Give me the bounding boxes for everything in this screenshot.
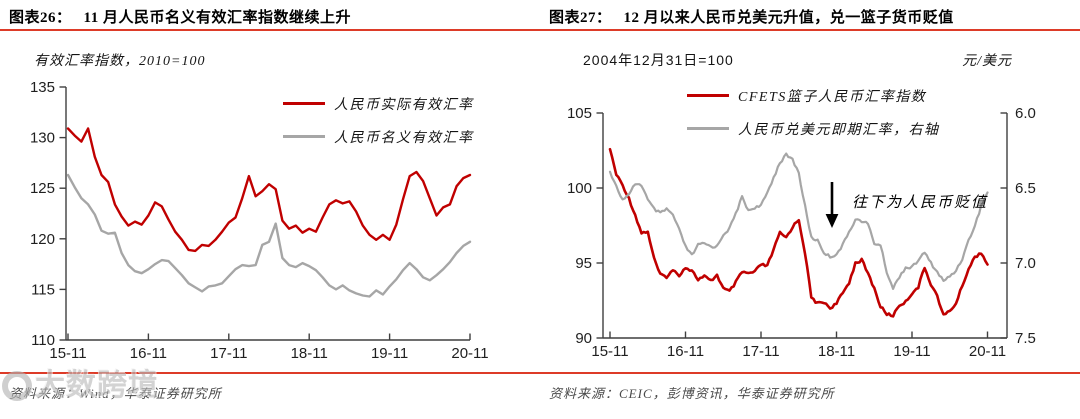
- legend-label-neer: 人民币名义有效汇率: [334, 130, 474, 146]
- figure27-line-chart: 105 100 95 90 6.0 6.5 7.0 7.5 15-11 16-11 17-11 18-…: [567, 105, 1036, 360]
- y-tick-label: 135: [30, 79, 55, 96]
- right-y-tick-label: 6.5: [1015, 180, 1036, 197]
- y-tick-label: 125: [30, 180, 55, 197]
- y-tick-label: 115: [31, 281, 55, 298]
- footer-rule: [0, 372, 540, 374]
- figure27-title-text: 12 月以来人民币兑美元升值，兑一篮子货币贬值: [623, 10, 954, 26]
- left-y-tick-label: 100: [567, 180, 592, 197]
- x-tick-label: 16-11: [130, 345, 167, 362]
- x-tick-label: 20-11: [969, 343, 1006, 360]
- gray-line-swatch-icon: [283, 135, 325, 138]
- data-series-line: [608, 147, 989, 318]
- y-tick-label: 110: [31, 332, 55, 349]
- x-tick-label: 18-11: [818, 343, 855, 360]
- depreciation-annotation: 往下为人民币贬值: [852, 195, 989, 211]
- x-tick-label: 19-11: [371, 345, 408, 362]
- down-arrow-head-icon: [825, 214, 839, 228]
- figure26-source: 资料来源：Wind，华泰证券研究所: [9, 386, 222, 401]
- red-line-swatch-icon: [283, 102, 325, 105]
- data-series-line: [608, 152, 989, 290]
- legend-item-neer: 人民币名义有效汇率: [283, 120, 474, 153]
- x-tick-label: 15-11: [49, 345, 86, 362]
- x-tick-label: 17-11: [742, 343, 779, 360]
- x-tick-label: 16-11: [667, 343, 704, 360]
- right-y-tick-label: 7.0: [1015, 255, 1036, 272]
- figure27-axis-subtitle: 2004年12月31日=100: [583, 52, 734, 68]
- legend-label-cfets: CFETS篮子人民币汇率指数: [738, 89, 927, 105]
- figure26-title-text: 11 月人民币名义有效汇率指数继续上升: [83, 10, 351, 26]
- figure27-title: 图表27： 12 月以来人民币兑美元升值，兑一篮子货币贬值: [549, 6, 954, 27]
- legend-item-cfets: CFETS篮子人民币汇率指数: [687, 79, 940, 112]
- figure26-label: 图表26：: [9, 10, 72, 26]
- right-y-tick-label: 6.0: [1015, 105, 1036, 122]
- x-tick-label: 19-11: [893, 343, 930, 360]
- x-tick-label: 17-11: [210, 345, 247, 362]
- footer-rule: [540, 372, 1080, 374]
- figure26-legend: 人民币实际有效汇率 人民币名义有效汇率: [283, 87, 474, 153]
- x-tick-label: 15-11: [591, 343, 628, 360]
- figure27-label: 图表27：: [549, 10, 612, 26]
- x-tick-label: 18-11: [291, 345, 328, 362]
- legend-label-usdcny: 人民币兑美元即期汇率，右轴: [738, 122, 940, 138]
- legend-label-reer: 人民币实际有效汇率: [334, 97, 474, 113]
- figure26-axis-subtitle: 有效汇率指数，2010=100: [34, 54, 206, 69]
- legend-item-reer: 人民币实际有效汇率: [283, 87, 474, 120]
- figure27-source: 资料来源：CEIC，彭博资讯，华泰证券研究所: [549, 386, 835, 401]
- data-series-line: [66, 127, 472, 253]
- y-tick-label: 120: [30, 231, 55, 248]
- title-underline-rule: [0, 29, 540, 31]
- x-tick-label: 20-11: [451, 345, 488, 362]
- figure26-title: 图表26： 11 月人民币名义有效汇率指数继续上升: [9, 6, 351, 27]
- figure27-panel: 图表27： 12 月以来人民币兑美元升值，兑一篮子货币贬值 2004年12月31日…: [540, 0, 1080, 419]
- gray-line-swatch-icon: [687, 127, 729, 130]
- right-y-tick-label: 7.5: [1015, 330, 1036, 347]
- legend-item-usdcny: 人民币兑美元即期汇率，右轴: [687, 112, 940, 145]
- left-y-tick-label: 105: [567, 105, 592, 122]
- left-y-tick-label: 90: [575, 330, 592, 347]
- figure26-panel: 图表26： 11 月人民币名义有效汇率指数继续上升 有效汇率指数，2010=100…: [0, 6, 540, 401]
- y-tick-label: 130: [30, 130, 55, 147]
- figure27-unit-label: 元/美元: [962, 54, 1012, 69]
- figure27-legend: CFETS篮子人民币汇率指数 人民币兑美元即期汇率，右轴: [687, 79, 940, 145]
- left-y-tick-label: 95: [575, 255, 592, 272]
- data-series-line: [66, 173, 472, 298]
- title-underline-rule: [540, 29, 1080, 31]
- red-line-swatch-icon: [687, 94, 729, 97]
